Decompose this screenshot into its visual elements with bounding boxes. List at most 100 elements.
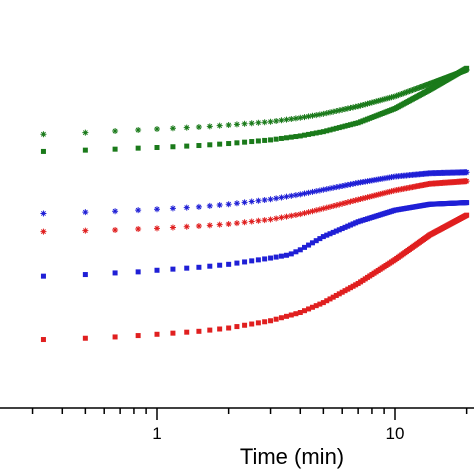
series-3 <box>40 178 470 235</box>
data-point <box>355 196 362 203</box>
data-point <box>154 331 160 337</box>
x-axis-title: Time (min) <box>240 444 344 469</box>
data-point <box>234 324 240 330</box>
data-point <box>379 96 386 103</box>
data-point <box>313 238 319 244</box>
data-point <box>268 137 274 143</box>
data-point <box>262 319 268 325</box>
data-point <box>262 137 268 143</box>
data-point <box>82 209 89 216</box>
data-point <box>305 113 312 120</box>
data-point <box>398 90 405 97</box>
data-point <box>242 139 248 145</box>
data-point <box>255 197 262 204</box>
data-point <box>170 330 176 336</box>
data-point <box>347 198 354 205</box>
data-point <box>366 193 373 200</box>
data-point <box>324 232 330 238</box>
data-point <box>278 214 285 221</box>
data-point <box>255 217 262 224</box>
data-point <box>373 98 380 105</box>
data-point <box>345 286 351 292</box>
data-point <box>207 327 213 333</box>
data-point <box>342 224 348 230</box>
data-point <box>316 206 323 213</box>
data-point <box>288 192 295 199</box>
data-point <box>357 102 364 109</box>
data-point <box>195 203 202 210</box>
x-tick-label: 10 <box>386 424 405 443</box>
data-point <box>267 216 274 223</box>
data-point <box>262 256 268 262</box>
data-point <box>309 240 315 246</box>
data-point <box>403 89 410 96</box>
data-point <box>339 124 345 130</box>
data-point <box>261 197 268 204</box>
data-point <box>226 261 232 267</box>
data-point <box>406 88 413 95</box>
data-point <box>217 262 223 268</box>
data-point <box>273 316 279 322</box>
data-point <box>184 265 190 271</box>
data-point <box>170 144 176 150</box>
data-point <box>347 104 354 111</box>
data-point <box>336 125 342 131</box>
data-point <box>261 119 268 126</box>
data-point <box>342 182 349 189</box>
data-point <box>327 203 334 210</box>
data-point <box>217 141 223 147</box>
data-point <box>206 123 213 130</box>
data-point <box>330 294 336 300</box>
data-point <box>135 333 141 339</box>
data-point <box>306 131 312 137</box>
data-point <box>392 93 398 100</box>
data-point <box>112 334 118 340</box>
data-point <box>366 100 373 107</box>
data-point <box>40 228 47 235</box>
data-point <box>330 126 336 132</box>
data-point <box>313 303 319 309</box>
x-axis-ticks <box>31 408 468 420</box>
data-point <box>350 121 356 127</box>
data-point <box>336 227 342 233</box>
data-point <box>397 91 404 98</box>
data-point <box>316 187 323 194</box>
data-point <box>375 97 382 104</box>
data-point <box>309 112 316 119</box>
data-point <box>135 225 142 232</box>
data-point <box>169 224 176 231</box>
data-point <box>82 129 89 136</box>
data-point <box>261 217 268 224</box>
data-point <box>267 196 274 203</box>
data-point <box>297 247 303 253</box>
data-point <box>268 255 274 261</box>
data-point <box>313 130 319 136</box>
data-point <box>135 145 141 151</box>
data-point <box>323 110 330 117</box>
data-point <box>336 107 343 114</box>
data-point <box>355 103 362 110</box>
data-point <box>393 92 400 99</box>
data-point <box>333 228 339 234</box>
data-point <box>383 95 390 102</box>
data-point <box>184 143 190 149</box>
data-point <box>292 211 299 218</box>
data-point <box>283 313 289 319</box>
data-point <box>297 310 303 315</box>
data-point <box>342 123 348 129</box>
data-point <box>327 109 334 116</box>
data-point <box>112 146 118 152</box>
data-point <box>317 301 323 307</box>
data-point <box>255 257 261 263</box>
data-point <box>154 126 160 133</box>
data-point <box>342 199 349 206</box>
data-point <box>320 110 327 117</box>
data-point <box>371 98 378 105</box>
data-point <box>196 143 202 149</box>
data-point <box>309 208 316 215</box>
data-point <box>305 189 312 196</box>
data-point <box>336 291 342 297</box>
data-point <box>255 138 261 144</box>
data-point <box>410 86 417 93</box>
data-point <box>273 136 279 142</box>
